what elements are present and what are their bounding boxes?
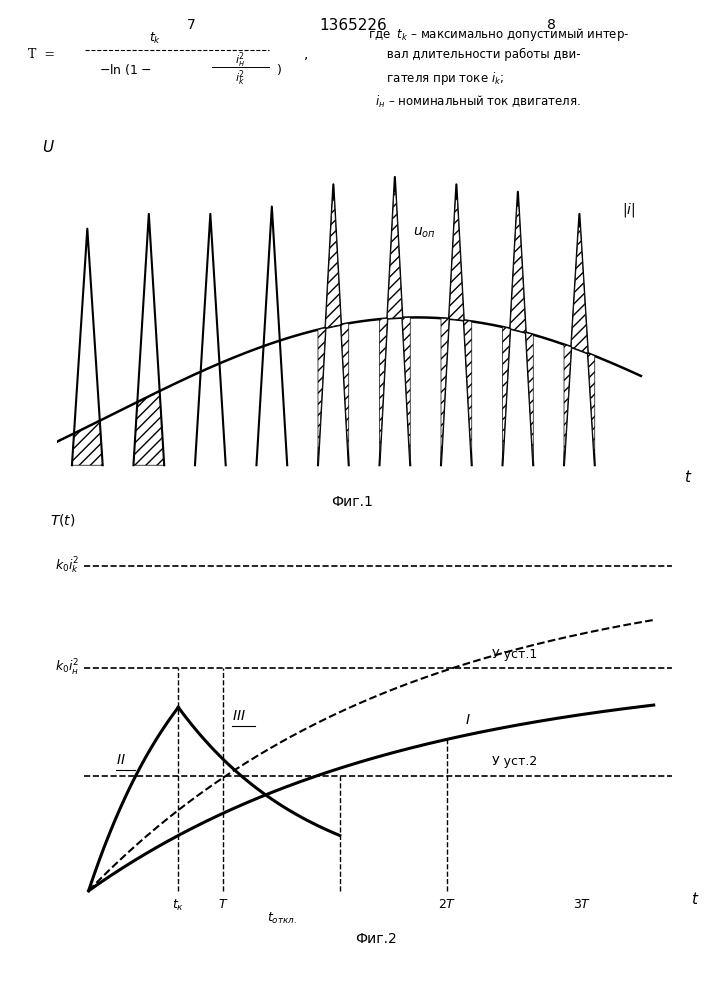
Text: $t_{откл.}$: $t_{откл.}$ [267, 911, 296, 926]
Text: У уст.2: У уст.2 [492, 755, 537, 768]
Text: $|i|$: $|i|$ [622, 201, 636, 219]
Text: t: t [684, 470, 690, 485]
Polygon shape [380, 192, 410, 465]
Text: 8: 8 [547, 18, 556, 32]
Text: Фиг.1: Фиг.1 [331, 495, 373, 509]
Text: $II$: $II$ [115, 753, 125, 767]
Text: U: U [42, 140, 53, 155]
Text: $T$: $T$ [218, 898, 228, 911]
Text: 1365226: 1365226 [320, 18, 387, 33]
Text: $I$: $I$ [465, 713, 471, 727]
Text: $i_н^2$: $i_н^2$ [235, 50, 245, 70]
Text: $)$: $)$ [276, 62, 281, 77]
Text: $t_к$: $t_к$ [173, 898, 185, 913]
Text: вал длительности работы дви-: вал длительности работы дви- [368, 48, 580, 61]
Polygon shape [318, 199, 349, 465]
Text: $3T$: $3T$ [573, 898, 591, 911]
Polygon shape [441, 199, 472, 465]
Polygon shape [564, 227, 595, 465]
Text: Фиг.2: Фиг.2 [355, 932, 397, 946]
Text: $-\ln\,(1-$: $-\ln\,(1-$ [99, 62, 151, 77]
Text: T  =: T = [28, 47, 55, 60]
Text: где  $t_k$ – максимально допустимый интер-: где $t_k$ – максимально допустимый интер… [368, 26, 629, 43]
Text: $k_0 i_k^2$: $k_0 i_k^2$ [55, 556, 80, 576]
Text: ,: , [304, 47, 308, 61]
Polygon shape [503, 206, 533, 465]
Text: $u_{оп}$: $u_{оп}$ [414, 226, 436, 240]
Text: $i_k^2$: $i_k^2$ [235, 68, 245, 88]
Text: $t_k$: $t_k$ [149, 31, 162, 46]
Text: $i_н$ – номинальный ток двигателя.: $i_н$ – номинальный ток двигателя. [368, 94, 580, 110]
Text: 7: 7 [187, 18, 195, 32]
Text: $III$: $III$ [232, 709, 246, 723]
Text: $2T$: $2T$ [438, 898, 457, 911]
Text: $k_0 i_н^2$: $k_0 i_н^2$ [55, 658, 80, 678]
Text: гателя при токе $i_k$;: гателя при токе $i_k$; [368, 70, 503, 87]
Text: t: t [691, 892, 697, 908]
Text: У уст.1: У уст.1 [492, 648, 537, 661]
Text: $T(t)$: $T(t)$ [49, 512, 75, 528]
